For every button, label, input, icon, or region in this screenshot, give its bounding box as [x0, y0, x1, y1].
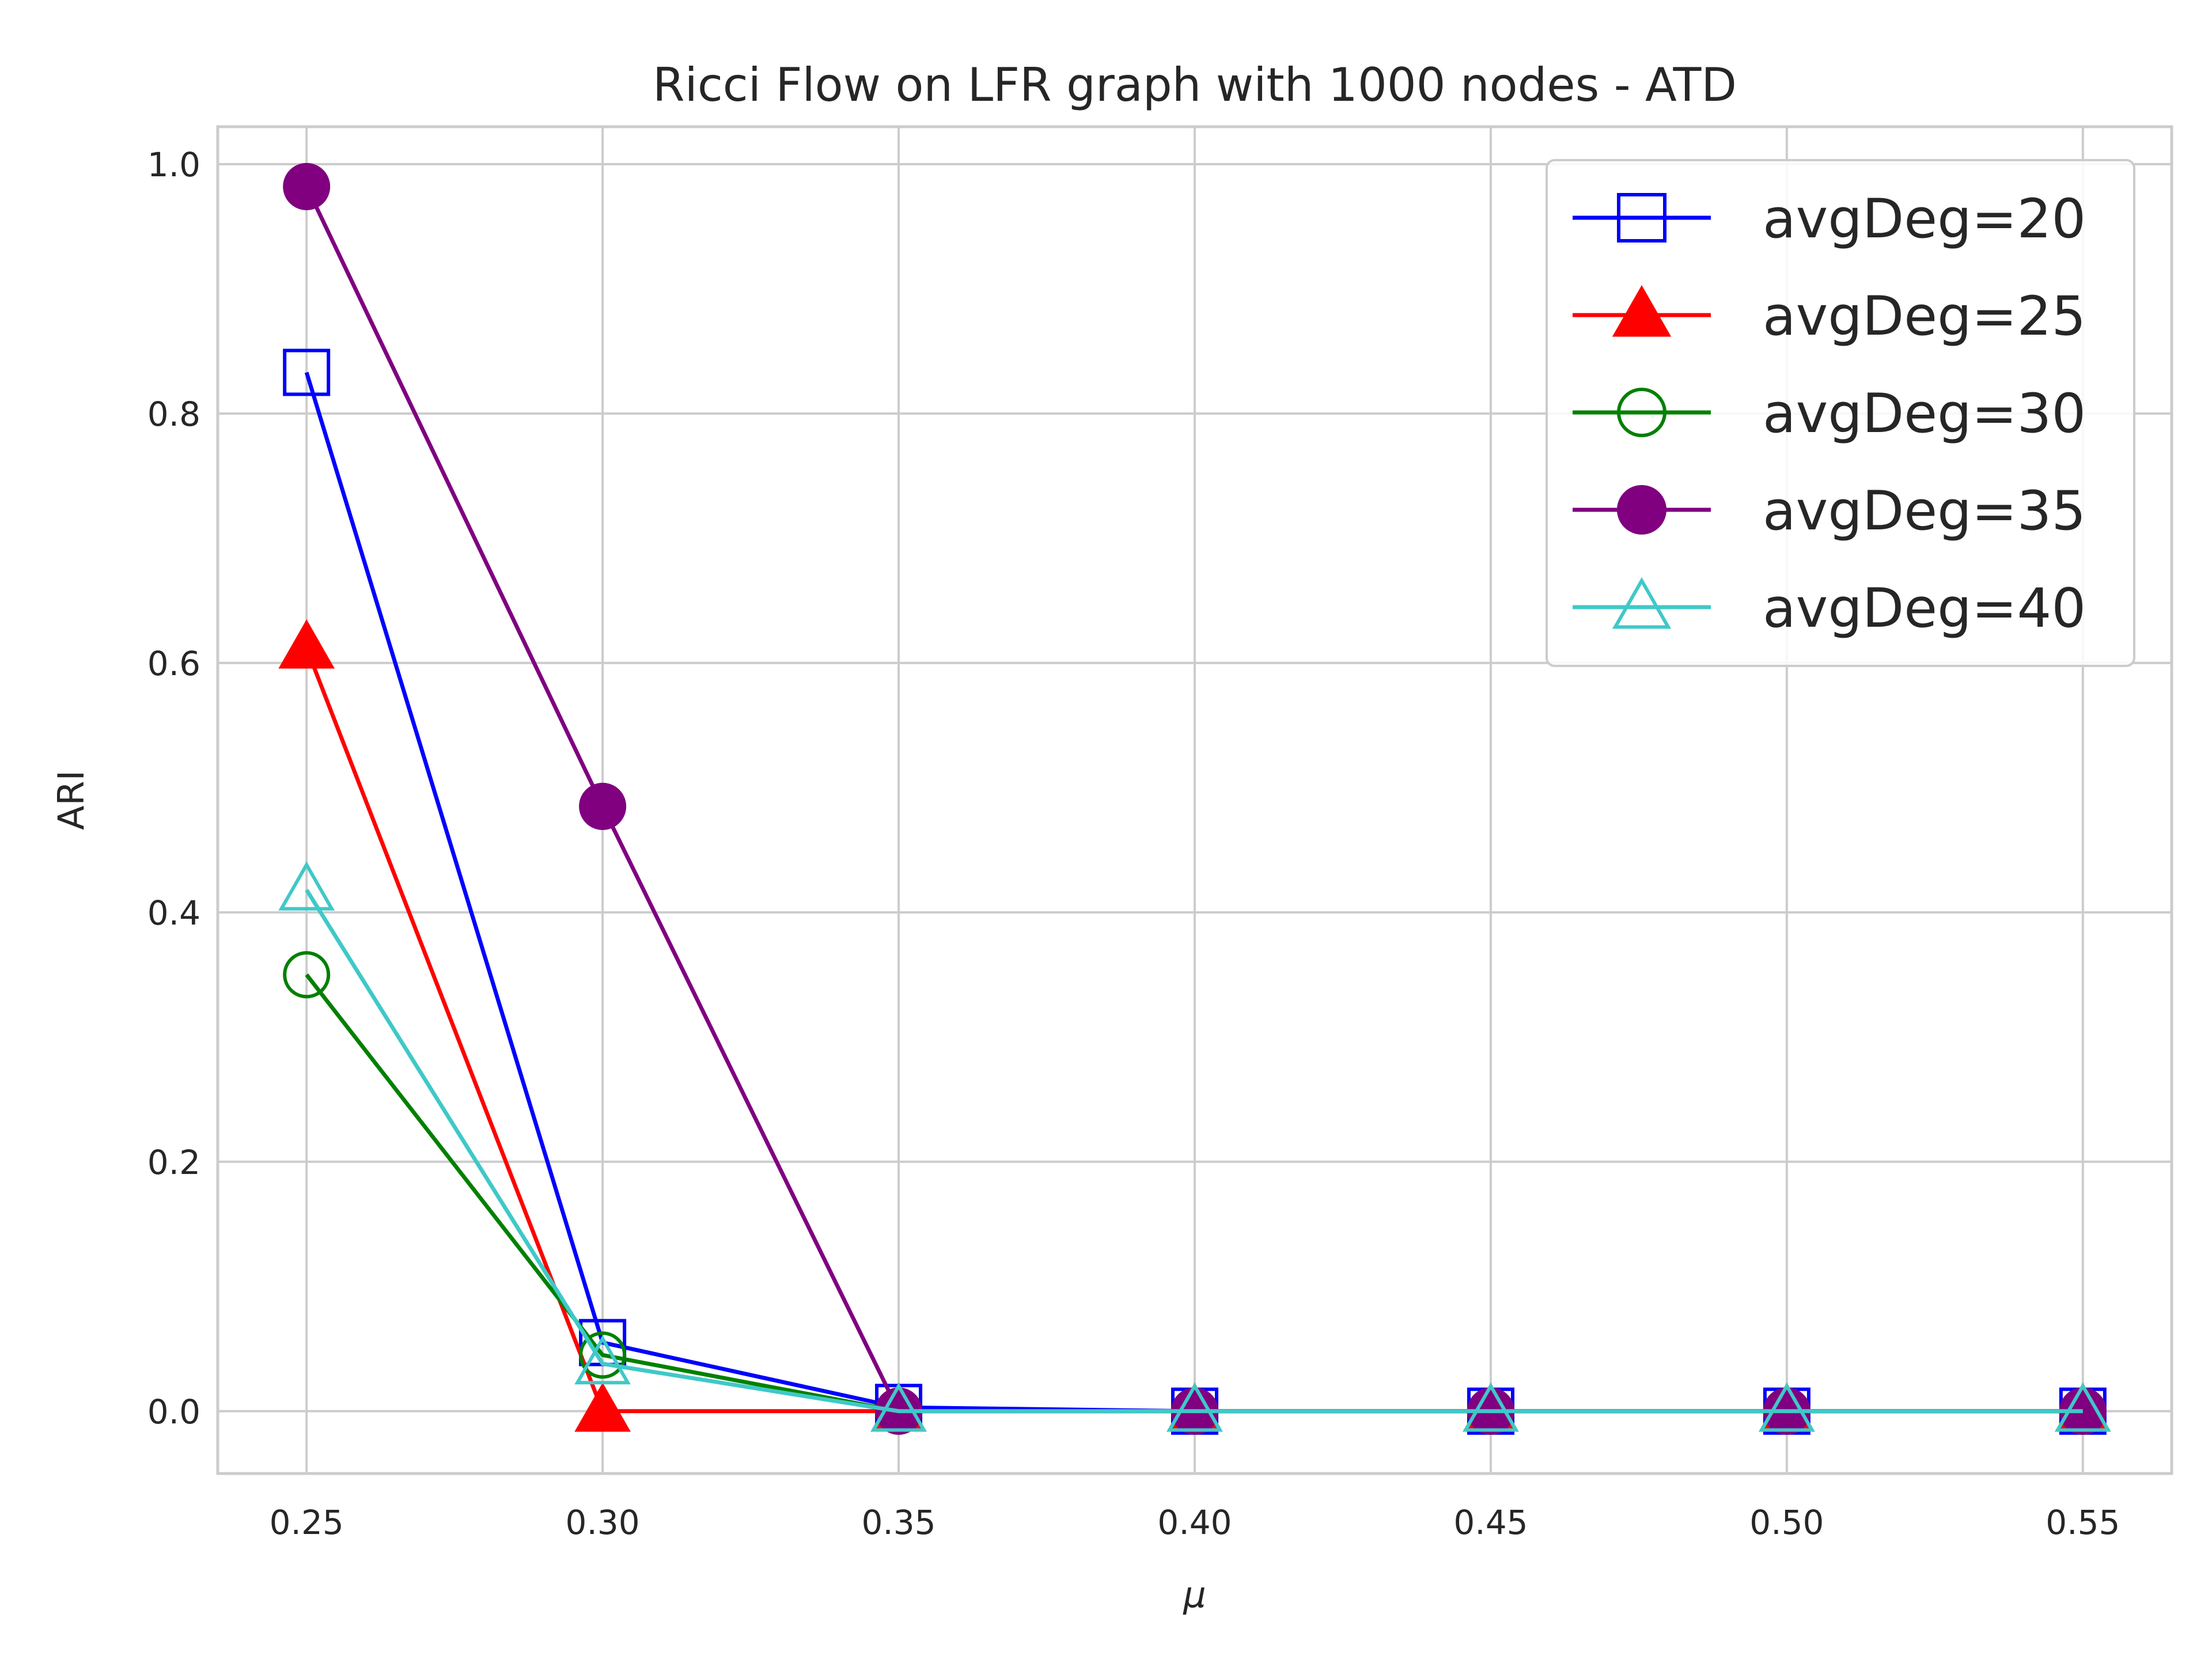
y-tick-label: 0.6 [147, 644, 200, 683]
data-point [1759, 1382, 1815, 1432]
legend-marker [1612, 285, 1672, 337]
x-tick-label: 0.50 [1749, 1503, 1824, 1542]
series-line [305, 889, 2083, 1414]
plot-area [216, 125, 2173, 1475]
legend-label: avgDeg=25 [1763, 285, 2086, 348]
data-point [278, 619, 335, 669]
legend-marker [1617, 388, 1666, 437]
y-tick-label: 0.2 [147, 1143, 200, 1182]
x-tick-label: 0.30 [566, 1503, 640, 1542]
data-point [870, 1382, 927, 1432]
x-tick-label: 0.25 [270, 1503, 344, 1542]
y-tick-label: 1.0 [147, 145, 200, 184]
legend-item: avgDeg=40 [1573, 577, 2086, 640]
x-axis-label: μ [1183, 1574, 1206, 1616]
legend-marker [1612, 577, 1672, 629]
x-tick-label: 0.55 [2046, 1503, 2120, 1542]
data-point [283, 349, 331, 396]
data-point [278, 861, 335, 911]
data-point [283, 162, 331, 210]
legend-label: avgDeg=20 [1763, 188, 2086, 251]
y-tick-label: 0.4 [147, 893, 200, 933]
series-avgdeg-40 [278, 861, 2111, 1432]
series-layer [278, 162, 2111, 1435]
tick-labels: 0.25 0.30 0.35 0.40 0.45 0.50 0.55 0.0 0.2 0.4 0.6… [147, 145, 2120, 1542]
legend-label: avgDeg=40 [1763, 577, 2086, 640]
data-point [579, 782, 627, 830]
data-point [574, 1382, 631, 1432]
data-point [574, 1335, 631, 1385]
legend-box [1546, 159, 2135, 667]
x-tick-label: 0.40 [1157, 1503, 1232, 1542]
x-tick-label: 0.45 [1453, 1503, 1528, 1542]
data-point [1166, 1382, 1223, 1432]
data-point [283, 951, 331, 999]
legend-item: avgDeg=20 [1573, 188, 2086, 251]
legend-label: avgDeg=35 [1763, 480, 2086, 543]
legend-item: avgDeg=25 [1573, 285, 2086, 348]
data-point [579, 1331, 627, 1379]
legend-item: avgDeg=30 [1573, 382, 2086, 445]
data-point [1463, 1382, 1519, 1432]
legend-item: avgDeg=35 [1573, 480, 2086, 543]
data-point [2054, 1382, 2111, 1432]
y-axis-label: ARI [50, 770, 92, 830]
y-tick-label: 0.8 [147, 395, 200, 434]
y-tick-label: 0.0 [147, 1392, 200, 1431]
chart-title: Ricci Flow on LFR graph with 1000 nodes … [653, 58, 1737, 112]
legend: avgDeg=20 avgDeg=25 avgDeg=30 avgDeg=35 avgD… [1546, 159, 2135, 667]
legend-label: avgDeg=30 [1763, 382, 2086, 445]
legend-marker [1617, 193, 1666, 243]
x-tick-label: 0.35 [861, 1503, 935, 1542]
legend-marker [1617, 485, 1666, 535]
